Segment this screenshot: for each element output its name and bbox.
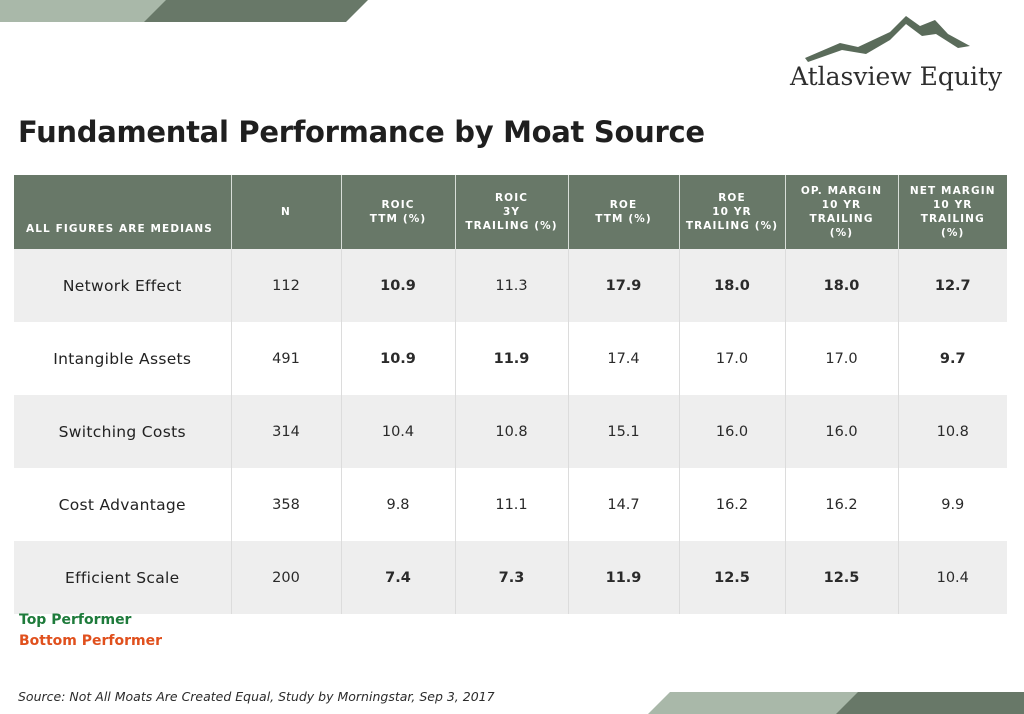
header-column-2: ROIC TTM (%) <box>340 175 455 249</box>
header-line: TTM (%) <box>595 213 652 225</box>
table-cell: 17.9 <box>567 249 679 322</box>
header-line: 3Y <box>502 206 521 218</box>
legend-top-performer: Top Performer <box>19 612 132 628</box>
header-label-column: ALL FIGURES ARE MEDIANS <box>14 175 231 249</box>
header-line: 10 YR TRAILING <box>920 199 985 225</box>
table-row: Switching Costs 314 10.4 10.8 15.1 16.0 16.0 10… <box>14 395 1007 468</box>
header-line: TTM (%) <box>369 213 427 225</box>
header-line: ROE <box>718 192 746 204</box>
table-cell: 10.8 <box>454 395 568 468</box>
table-cell: 15.1 <box>567 395 679 468</box>
table-row: Network Effect 112 10.9 11.3 17.9 18.0 18.0 12.… <box>14 249 1007 322</box>
table-cell: 11.9 <box>454 322 568 395</box>
header-line: 10 YR <box>712 206 752 218</box>
brand-name: Atlasview Equity <box>790 62 1003 91</box>
table-cell: 10.4 <box>340 395 455 468</box>
page-title: Fundamental Performance by Moat Source <box>18 115 705 149</box>
table-cell: 9.9 <box>897 468 1007 541</box>
top-accent-band <box>0 0 368 22</box>
moat-performance-table: ALL FIGURES ARE MEDIANS N ROIC TTM (%) ROIC 3… <box>14 175 1007 614</box>
header-column-1: N <box>230 175 341 249</box>
table-cell: 12.5 <box>678 541 785 614</box>
table-cell: 18.0 <box>784 249 898 322</box>
table-row: Cost Advantage 358 9.8 11.1 14.7 16.2 16.2 9.9 <box>14 468 1007 541</box>
table-cell: 10.8 <box>897 395 1007 468</box>
table-row: Efficient Scale 200 7.4 7.3 11.9 12.5 12.5 10.4 <box>14 541 1007 614</box>
table-cell: 18.0 <box>678 249 785 322</box>
table-cell: 12.5 <box>784 541 898 614</box>
table-cell: 14.7 <box>567 468 679 541</box>
table-row: Intangible Assets 491 10.9 11.9 17.4 17.0 17.0… <box>14 322 1007 395</box>
brand-logo: Atlasview Equity <box>770 10 1020 100</box>
table-cell: 11.1 <box>454 468 568 541</box>
header-line: N <box>281 206 291 218</box>
table-cell: 11.3 <box>454 249 568 322</box>
table-cell: 112 <box>230 249 341 322</box>
table-cell: 16.0 <box>678 395 785 468</box>
table-cell: 17.4 <box>567 322 679 395</box>
table-cell: 10.9 <box>340 249 455 322</box>
table-cell: 10.9 <box>340 322 455 395</box>
row-label: Intangible Assets <box>53 349 192 368</box>
legend-bottom-performer: Bottom Performer <box>19 633 163 649</box>
table-cell: 16.0 <box>784 395 898 468</box>
header-line: ROE <box>609 199 638 211</box>
header-line: TRAILING (%) <box>685 220 779 232</box>
mountain-icon <box>805 16 970 62</box>
table-cell: 314 <box>230 395 341 468</box>
table-cell: 9.8 <box>340 468 455 541</box>
row-label: Switching Costs <box>14 395 231 468</box>
header-line: NET MARGIN <box>909 185 996 197</box>
table-cell: 491 <box>230 322 341 395</box>
bottom-accent-band <box>648 692 1024 714</box>
header-line: 10 YR TRAILING <box>809 199 874 225</box>
table-cell: 16.2 <box>784 468 898 541</box>
header-line: OP. MARGIN <box>800 185 883 197</box>
table-cell: 10.4 <box>897 541 1007 614</box>
table-cell: 200 <box>230 541 341 614</box>
header-column-3: ROIC 3Y TRAILING (%) <box>454 175 568 249</box>
table-cell: 17.0 <box>784 322 898 395</box>
header-line: (%) <box>941 227 965 239</box>
table-cell: 9.7 <box>897 322 1007 395</box>
row-label: Efficient Scale <box>14 541 231 614</box>
table-cell: 11.9 <box>567 541 679 614</box>
header-line: TRAILING (%) <box>465 220 558 232</box>
table-cell: 16.2 <box>678 468 785 541</box>
header-line: (%) <box>829 227 854 239</box>
header-line: ROIC <box>494 192 529 204</box>
header-column-5: ROE 10 YR TRAILING (%) <box>678 175 785 249</box>
header-column-7: NET MARGIN 10 YR TRAILING (%) <box>897 175 1007 249</box>
header-line: ROIC <box>381 199 415 211</box>
header-column-6: OP. MARGIN 10 YR TRAILING (%) <box>784 175 898 249</box>
table-cell: 12.7 <box>897 249 1007 322</box>
source-note: Source: Not All Moats Are Created Equal,… <box>18 689 495 704</box>
table-cell: 17.0 <box>678 322 785 395</box>
row-label: Network Effect <box>14 249 231 322</box>
table-cell: 7.4 <box>340 541 455 614</box>
table-cell: 358 <box>230 468 341 541</box>
header-line: ALL FIGURES ARE MEDIANS <box>26 223 213 235</box>
row-label: Cost Advantage <box>58 495 186 514</box>
table-cell: 7.3 <box>454 541 568 614</box>
header-column-4: ROE TTM (%) <box>567 175 679 249</box>
